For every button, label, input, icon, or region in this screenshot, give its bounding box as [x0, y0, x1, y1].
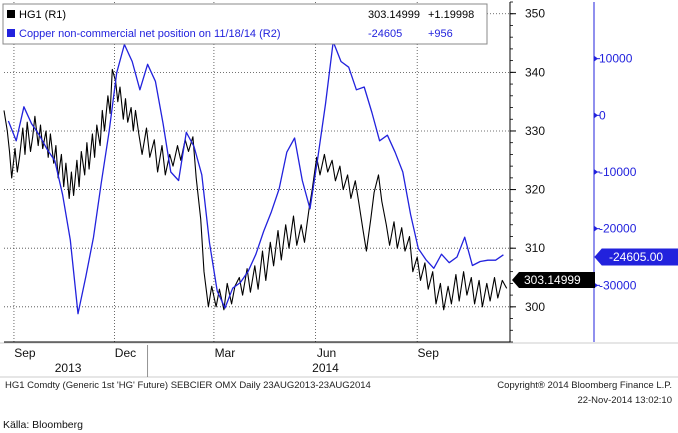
legend-change-hg1: +1.19998 [428, 9, 474, 21]
legend-value-copper: -24605 [368, 28, 402, 40]
series-layer [3, 41, 508, 315]
chart: Sep Dec Mar Jun Sep 2013 2014 300 310 320 330 340 35… [0, 1, 678, 378]
legend-swatch-hg1 [7, 10, 15, 18]
price-tag-blue-label: -24605.00 [609, 250, 663, 264]
y-right-tick-label: 0 [599, 108, 606, 122]
year-label: 2013 [55, 361, 82, 375]
y-right-tick-label: 10000 [599, 52, 633, 66]
legend-label-copper: Copper non-commercial net position on 11… [19, 28, 281, 40]
legend-change-copper: +956 [428, 28, 453, 40]
footer-timestamp: 22-Nov-2014 13:02:10 [577, 395, 672, 406]
y-right-tick-arrow [594, 55, 598, 62]
y-left-tick-label: 340 [525, 65, 545, 79]
price-tag-black: 303.14999 [512, 272, 595, 288]
legend-swatch-copper [7, 29, 15, 37]
y-left-tick-label: 310 [525, 241, 545, 255]
y-left-tick-label: 350 [525, 7, 545, 21]
y-right-tick-arrow [594, 112, 598, 119]
price-tag-blue: -24605.00 [594, 248, 678, 266]
source-label: Källa: Bloomberg [3, 419, 83, 431]
x-tick-label: Jun [317, 346, 336, 360]
x-tick-label: Sep [418, 346, 440, 360]
y-right-tick-label: -30000 [599, 278, 637, 292]
legend-box [2, 3, 488, 45]
legend-value-hg1: 303.14999 [368, 9, 420, 21]
y-left-tick-label: 330 [525, 124, 545, 138]
y-right-tick-label: -20000 [599, 222, 637, 236]
footer-security-info: HG1 Comdty (Generic 1st 'HG' Future) SEB… [5, 380, 371, 391]
y-left-tick-label: 300 [525, 300, 545, 314]
x-tick-label: Dec [115, 346, 136, 360]
y-left-tick-label: 320 [525, 183, 545, 197]
legend-label-hg1: HG1 (R1) [19, 9, 66, 21]
year-label: 2014 [312, 361, 339, 375]
y-right-tick-arrow [594, 169, 598, 175]
legend: HG1 (R1) 303.14999 +1.19998 Copper non-c… [2, 3, 488, 45]
series-line-copper [7, 41, 504, 315]
x-tick-label: Mar [215, 346, 236, 360]
axes-frame [0, 2, 678, 378]
tick-labels: Sep Dec Mar Jun Sep 2013 2014 300 310 320 330 340 35… [14, 1, 637, 375]
x-tick-label: Sep [14, 346, 36, 360]
price-tag-black-label: 303.14999 [524, 273, 581, 287]
y-right-tick-label: -10000 [599, 165, 637, 179]
y-right-tick-arrow [594, 225, 598, 232]
footer-copyright: Copyright® 2014 Bloomberg Finance L.P. [497, 380, 672, 391]
